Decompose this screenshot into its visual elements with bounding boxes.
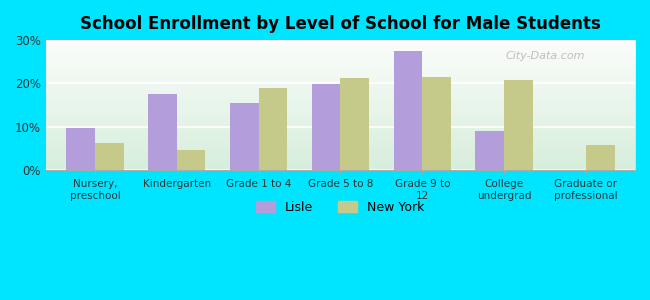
Bar (66, 128, 95, 170)
Bar (177, 150, 205, 170)
Bar (95, 143, 124, 170)
Bar (504, 80, 533, 170)
Legend: Lisle, New York: Lisle, New York (252, 196, 430, 219)
Bar (394, 51, 422, 170)
Bar (475, 131, 504, 170)
Bar (586, 145, 614, 170)
Bar (312, 84, 341, 170)
Bar (259, 88, 287, 170)
Bar (422, 77, 451, 170)
Title: School Enrollment by Level of School for Male Students: School Enrollment by Level of School for… (80, 15, 601, 33)
Bar (341, 78, 369, 170)
Bar (148, 94, 177, 170)
Bar (230, 103, 259, 170)
Text: City-Data.com: City-Data.com (506, 50, 585, 61)
